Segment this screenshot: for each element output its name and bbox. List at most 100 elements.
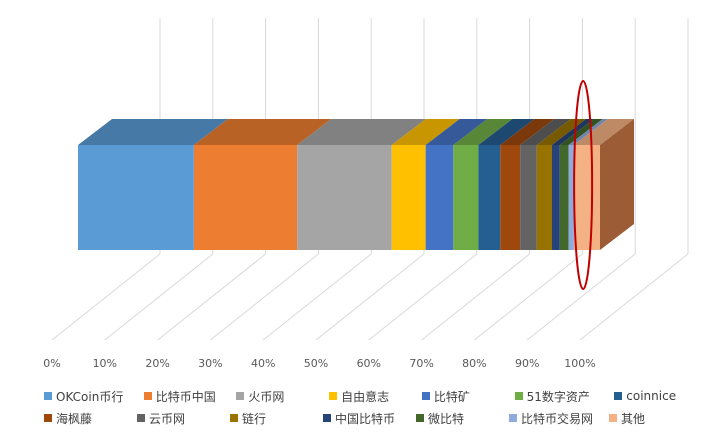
legend-label: 火币网	[248, 389, 285, 404]
legend-item: 其他	[609, 410, 702, 427]
gridline-floor	[474, 253, 583, 341]
gridline-floor	[579, 253, 689, 341]
bar-segment-top	[520, 119, 571, 145]
bar-segment	[568, 119, 608, 250]
bar-segment-front	[453, 145, 479, 250]
bar-segments	[78, 119, 634, 250]
legend-label: 比特币中国	[155, 389, 216, 404]
legend-label: coinnice	[626, 389, 677, 403]
bar-segment-front	[520, 145, 537, 250]
gridline-floor	[526, 253, 636, 341]
gridline-floor	[315, 253, 425, 341]
legend-item: 海枫藤	[44, 410, 137, 427]
legend-swatch	[614, 392, 623, 400]
legend-item: coinnice	[614, 389, 714, 403]
legend-item: 51数字资产	[514, 388, 615, 405]
bar-segment	[559, 119, 603, 250]
legend-label: 51数字资产	[526, 389, 590, 404]
x-tick-label: 30%	[198, 357, 222, 370]
legend-item: 微比特	[416, 410, 509, 427]
bar-segment-top	[559, 119, 603, 145]
bar-segment	[500, 119, 555, 250]
legend-item: 比特币交易网	[509, 410, 609, 427]
gridline-floor	[210, 253, 319, 341]
bar-segment	[520, 119, 571, 250]
legend-label: 链行	[242, 411, 267, 426]
legend-swatch	[421, 392, 430, 400]
bar-segment-front	[193, 145, 298, 250]
legend-label: 海枫藤	[56, 411, 93, 426]
bar-segment	[478, 119, 535, 250]
legend-swatch	[329, 392, 338, 400]
bar-segment-top	[297, 119, 426, 145]
bar-segment-top	[78, 119, 228, 145]
bar-segment-top	[536, 119, 586, 145]
legend-row: OKCoin币行 比特币中国 火币网 自由意志 比特矿 51数字资产 coinnice	[44, 385, 714, 407]
legend-swatch	[323, 414, 331, 422]
bar-segment-top	[193, 119, 332, 145]
bar-segment-front	[573, 145, 600, 250]
legend-label: 比特矿	[433, 389, 470, 404]
legend-label: 其他	[621, 411, 646, 426]
legend-swatch	[609, 414, 617, 422]
legend-swatch	[230, 414, 238, 422]
legend-label: 比特币交易网	[521, 411, 594, 426]
bar-segment-front	[297, 145, 392, 250]
bar-segment-front	[478, 145, 501, 250]
legend-item: 中国比特币	[323, 410, 416, 427]
legend-item: 比特矿	[421, 388, 515, 405]
legend-item: 火币网	[236, 388, 329, 405]
legend-swatch	[416, 414, 424, 422]
legend-label: 云币网	[149, 411, 186, 426]
bar-segment-front	[536, 145, 552, 250]
bar-segment-top	[573, 119, 634, 145]
x-tick-label: 70%	[409, 357, 433, 370]
legend-swatch	[514, 392, 523, 400]
x-tick-label: 40%	[251, 357, 275, 370]
bar-segment-top	[568, 119, 608, 145]
x-tick-label: 100%	[564, 357, 595, 370]
legend-item: OKCoin币行	[44, 388, 144, 405]
legend-swatch	[143, 392, 152, 400]
x-tick-label: 10%	[93, 357, 117, 370]
legend-swatch	[137, 414, 145, 422]
gridline-floor	[421, 253, 530, 341]
bar-segment-front	[568, 145, 574, 250]
bar-segment-front	[559, 145, 569, 250]
gridline-floor	[157, 253, 266, 341]
annotation-layer	[573, 80, 594, 290]
bar-segment	[391, 119, 460, 250]
legend-label: 中国比特币	[335, 411, 396, 426]
highlight-ellipse	[573, 80, 594, 290]
legend-swatch	[509, 414, 517, 422]
legend-item: 云币网	[137, 410, 230, 427]
legend-item: 链行	[230, 410, 323, 427]
x-axis-tick-labels: 0% 10% 20% 30% 40% 50% 60% 70% 80% 90% 100%	[43, 357, 595, 370]
bar-segment-top	[453, 119, 513, 145]
legend-item: 比特币中国	[143, 388, 237, 405]
gridline-floor	[368, 253, 478, 341]
x-tick-label: 0%	[43, 357, 60, 370]
x-tick-label: 50%	[304, 357, 328, 370]
bar-segment	[425, 119, 488, 250]
legend-swatch	[236, 392, 245, 400]
bar-segment-top	[391, 119, 460, 145]
legend-label: OKCoin币行	[56, 389, 124, 404]
bar-segment-top	[551, 119, 594, 145]
bar-segment-front	[551, 145, 560, 250]
bar-segment	[453, 119, 513, 250]
bar-segment-top	[500, 119, 555, 145]
legend-row: 海枫藤 云币网 链行 中国比特币 微比特 比特币交易网 其他	[44, 407, 714, 429]
bar-segment-side	[600, 119, 634, 250]
bar-segment-front	[391, 145, 426, 250]
legend-swatch	[44, 392, 52, 400]
bar-segment	[297, 119, 426, 250]
bar-segment-front	[500, 145, 521, 250]
bar-segment-front	[78, 145, 194, 250]
bar-segment	[193, 119, 332, 250]
gridline-floor	[51, 253, 161, 341]
bar-segment-top	[478, 119, 535, 145]
legend-swatch	[44, 414, 52, 422]
legend-label: 自由意志	[341, 389, 390, 404]
x-tick-label: 60%	[357, 357, 381, 370]
